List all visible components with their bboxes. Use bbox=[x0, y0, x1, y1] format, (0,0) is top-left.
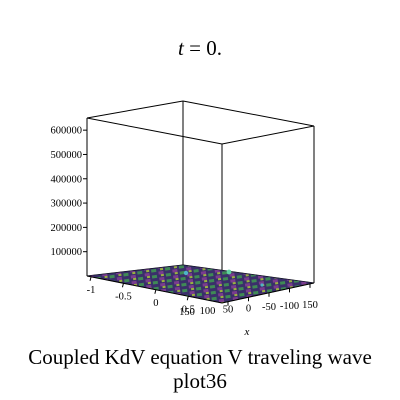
x-axis-label: x bbox=[244, 326, 250, 338]
box-edge bbox=[86, 275, 223, 304]
z-tick-label: 400000 bbox=[51, 174, 83, 185]
right-axis-tick-label: 150 bbox=[302, 300, 318, 311]
right-axis-tick-label: 150 bbox=[179, 307, 195, 318]
surface-highlights bbox=[183, 269, 264, 287]
z-tick-label: 300000 bbox=[51, 199, 83, 210]
box-edge bbox=[86, 117, 223, 145]
z-tick-label: 600000 bbox=[51, 126, 83, 137]
right-axis: 150 100 50 0 -50 -100 150 bbox=[179, 283, 318, 318]
right-axis-tick-label: 50 bbox=[223, 305, 234, 316]
left-axis-tick-label: -1 bbox=[87, 285, 96, 296]
z-tick-label: 200000 bbox=[51, 223, 83, 234]
left-axis-tick-label: -0.5 bbox=[115, 291, 132, 302]
left-axis-tick bbox=[89, 276, 92, 281]
right-axis-tick-label: -100 bbox=[280, 301, 299, 312]
left-axis-tick bbox=[154, 289, 157, 294]
z-tick-label: 100000 bbox=[51, 247, 83, 258]
left-axis-tick-label: 0 bbox=[153, 298, 158, 309]
z-axis: 100000 200000 300000 400000 500000 600000 bbox=[51, 126, 87, 258]
box-edge bbox=[86, 100, 184, 119]
surface-peak bbox=[260, 283, 264, 287]
right-axis-tick-label: 100 bbox=[200, 306, 216, 317]
left-axis-tick bbox=[121, 283, 124, 288]
surface-peak bbox=[183, 270, 189, 276]
title-variable: t bbox=[178, 36, 185, 60]
title-equation: = 0. bbox=[184, 36, 222, 60]
surface-peak bbox=[226, 269, 232, 275]
box-edge bbox=[221, 282, 315, 304]
caption-line-1: Coupled KdV equation V traveling wave bbox=[28, 345, 372, 369]
box-edge bbox=[182, 100, 315, 127]
front-edges bbox=[86, 275, 315, 304]
box-edge bbox=[221, 125, 315, 145]
left-axis-tick bbox=[186, 296, 189, 301]
right-axis-tick-label: 0 bbox=[246, 303, 251, 314]
right-axis-tick-label: -50 bbox=[262, 302, 276, 313]
plot-title: t = 0. bbox=[178, 36, 222, 60]
z-tick-label: 500000 bbox=[51, 150, 83, 161]
caption-line-2: plot36 bbox=[173, 369, 227, 393]
left-axis: -1 -0.5 0 0.5 bbox=[87, 276, 195, 315]
left-axis-tick-label: 0.5 bbox=[182, 304, 195, 315]
